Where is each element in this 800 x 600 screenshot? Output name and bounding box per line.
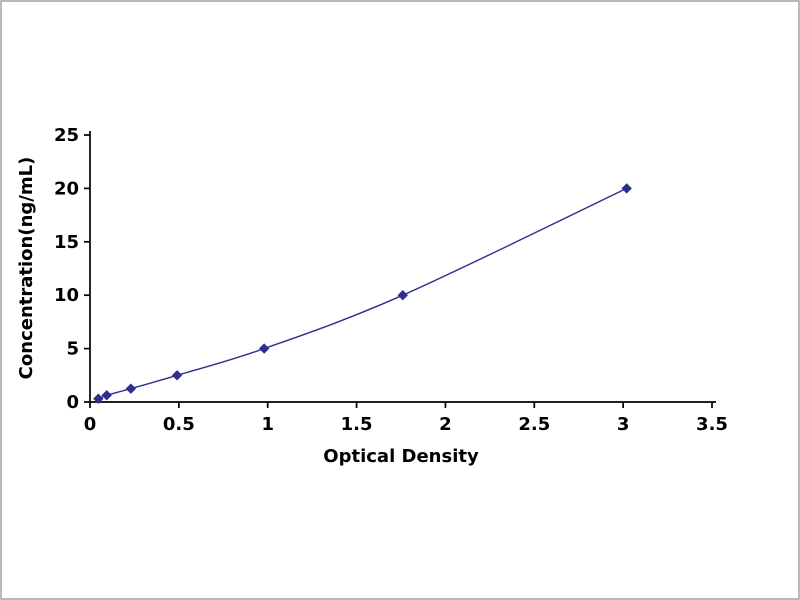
y-axis-label: Concentration(ng/mL) xyxy=(16,157,37,380)
x-tick-label: 1.5 xyxy=(341,414,373,435)
y-tick-label: 15 xyxy=(54,232,79,253)
y-tick-label: 0 xyxy=(66,392,79,413)
y-tick-label: 25 xyxy=(54,125,79,146)
y-tick-label: 5 xyxy=(66,339,79,360)
x-tick-label: 0.5 xyxy=(163,414,195,435)
x-tick-label: 3.5 xyxy=(696,414,728,435)
x-tick-label: 3 xyxy=(617,414,630,435)
x-tick-label: 2 xyxy=(439,414,452,435)
data-point-marker xyxy=(397,289,408,301)
y-tick-label: 10 xyxy=(54,285,79,306)
x-tick-label: 1 xyxy=(261,414,274,435)
data-point-marker xyxy=(621,183,632,194)
data-point-marker xyxy=(125,383,137,394)
x-tick-label: 2.5 xyxy=(518,414,550,435)
data-point-marker xyxy=(101,390,112,401)
data-point-marker xyxy=(171,370,183,381)
x-axis-label: Optical Density xyxy=(323,446,479,467)
standard-curve-line xyxy=(98,187,628,400)
y-tick-label: 20 xyxy=(54,178,79,199)
x-tick-label: 0 xyxy=(84,414,97,435)
data-point-marker xyxy=(93,393,104,404)
data-point-marker xyxy=(258,343,270,354)
